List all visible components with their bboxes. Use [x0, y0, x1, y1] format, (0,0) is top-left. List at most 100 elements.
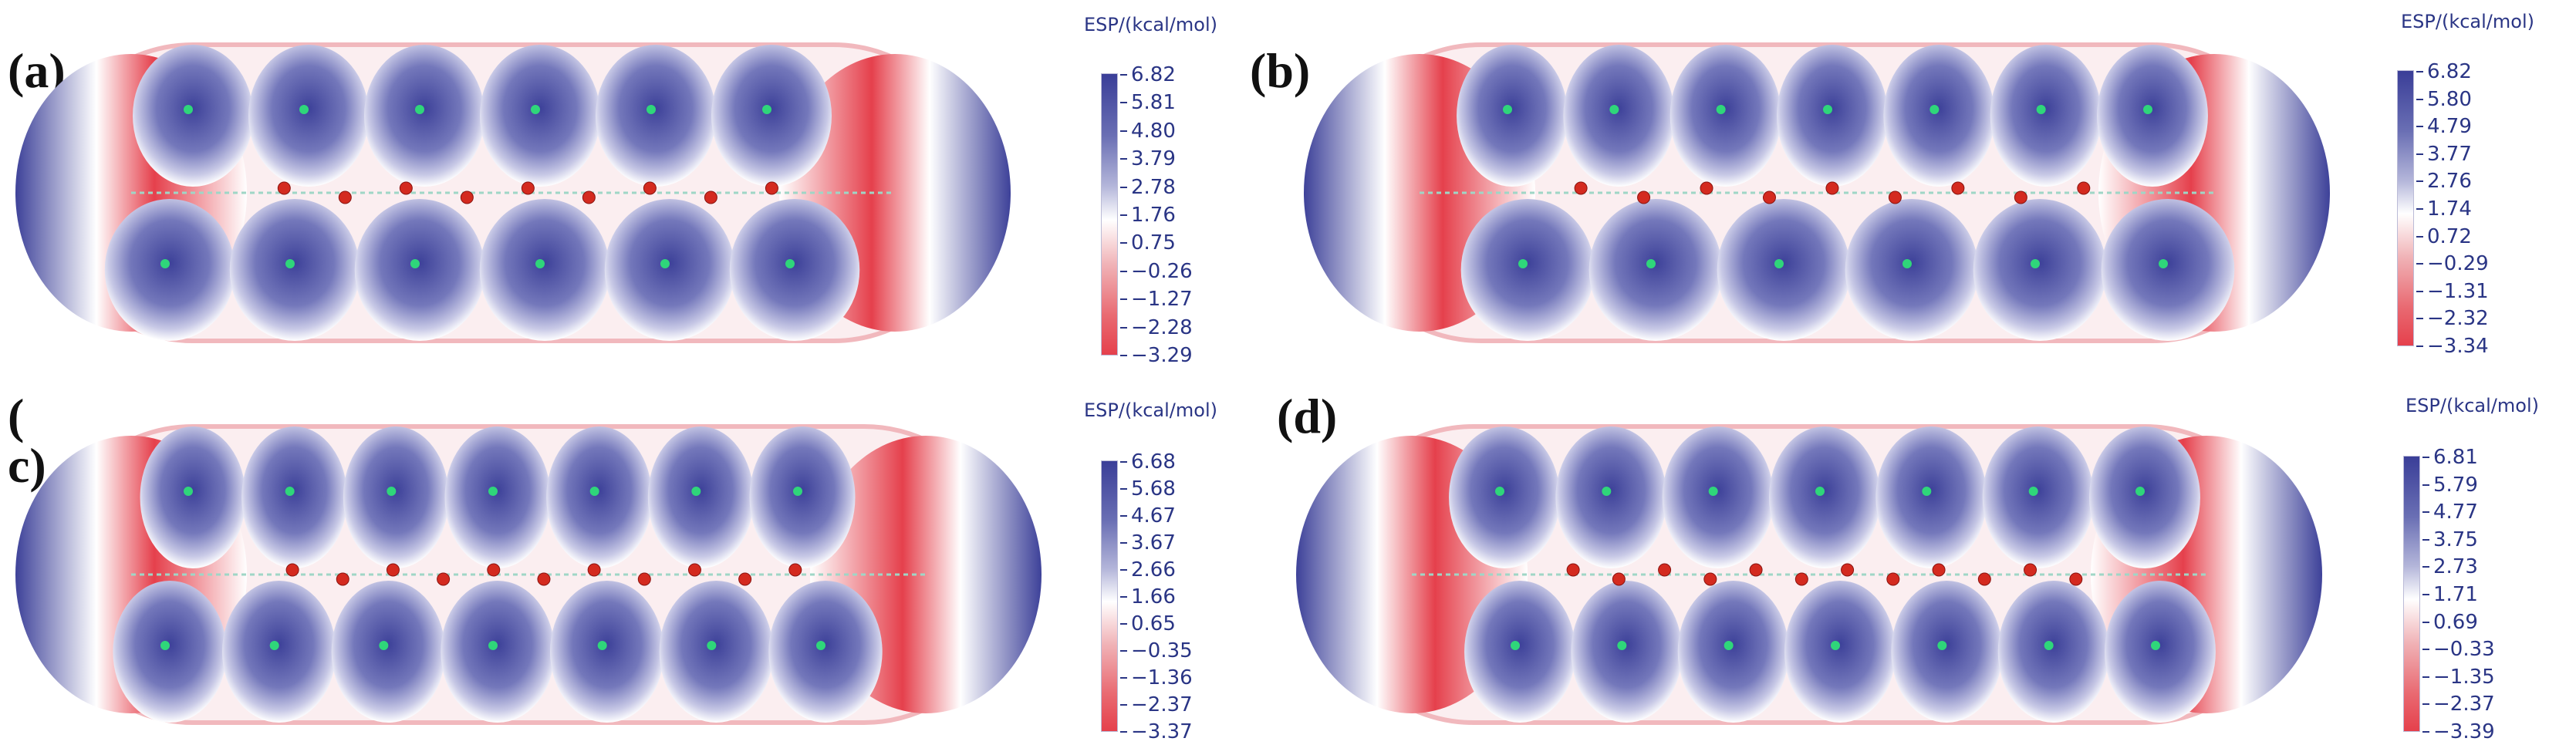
atom-marker [1646, 259, 1656, 268]
surface-bead [1464, 581, 1575, 723]
surface-bead [331, 581, 445, 723]
oxygen-atom [285, 563, 299, 577]
colorbar-ticks-a: 6.82 5.81 4.80 3.79 2.78 1.76 0.75 −0.26 −1.27 −2… [1120, 65, 1193, 367]
surface-bead [1555, 426, 1667, 568]
colorbar-tick: 5.80 [2416, 89, 2489, 110]
surface-bead [647, 426, 754, 568]
surface-bead [1769, 426, 1880, 568]
surface-bead [659, 581, 773, 723]
surface-bead [749, 426, 856, 568]
surface-bead [1457, 45, 1568, 187]
oxygen-atom [1794, 572, 1808, 586]
oxygen-atom [1658, 563, 1672, 577]
oxygen-atom [687, 563, 701, 577]
atom-marker [762, 105, 771, 114]
oxygen-atom [1951, 181, 1965, 195]
colorbar-tick: 5.68 [1120, 479, 1193, 499]
surface-bead [1891, 581, 2003, 723]
surface-bead [1460, 199, 1595, 341]
surface-bead [343, 426, 449, 568]
oxygen-atom [788, 563, 802, 577]
colorbar-ticks-b: 6.82 5.80 4.79 3.77 2.76 1.74 0.72 −0.29 −1.31 −2… [2416, 62, 2489, 356]
atom-marker [2143, 105, 2152, 114]
colorbar-tick: −0.29 [2416, 252, 2489, 276]
oxygen-atom [460, 190, 474, 204]
surface-bead [480, 45, 600, 187]
atom-marker [793, 487, 802, 496]
esp-surface-c [15, 424, 1042, 725]
oxygen-atom [399, 181, 413, 195]
oxygen-atom [1612, 572, 1626, 586]
colorbar-tick: 2.76 [2416, 171, 2489, 191]
surface-bead [729, 199, 860, 341]
atom-marker [2159, 259, 2168, 268]
atom-marker [1617, 641, 1627, 650]
colorbar-tick: −0.33 [2422, 638, 2495, 662]
surface-bead [1571, 581, 1683, 723]
colorbar-tick: 0.75 [1120, 233, 1193, 253]
colorbar-tick: 1.74 [2416, 199, 2489, 219]
surface-bead [1717, 199, 1851, 341]
atom-marker [1518, 259, 1528, 268]
colorbar-tick: 0.72 [2416, 227, 2489, 247]
atom-marker [691, 487, 701, 496]
surface-bead [1662, 426, 1774, 568]
surface-bead [1677, 581, 1789, 723]
surface-bead [2105, 581, 2216, 723]
esp-surface-d [1296, 424, 2322, 725]
colorbar-tick: −3.29 [1120, 343, 1193, 367]
oxygen-atom [277, 181, 291, 195]
oxygen-atom [587, 563, 601, 577]
colorbar-tick: 1.66 [1120, 587, 1193, 607]
atom-marker [379, 641, 389, 650]
oxygen-atom [2069, 572, 2083, 586]
surface-bead [113, 581, 227, 723]
colorbar-tick: 4.80 [1120, 121, 1193, 141]
esp-surface-b [1304, 42, 2330, 343]
oxygen-atom [1700, 181, 1713, 195]
surface-bead [1588, 199, 1723, 341]
oxygen-atom [1749, 563, 1763, 577]
atom-marker [1937, 641, 1947, 650]
atom-marker [2036, 105, 2046, 114]
colorbar-tick: 6.81 [2422, 447, 2495, 467]
atom-marker [1922, 487, 1932, 496]
oxygen-atom [2024, 563, 2038, 577]
surface-bead [1845, 199, 1979, 341]
surface-bead [1670, 45, 1781, 187]
colorbar-a [1102, 74, 1117, 355]
surface-bead [550, 581, 664, 723]
colorbar-tick: 5.79 [2422, 475, 2495, 495]
surface-bead [1563, 45, 1675, 187]
oxygen-atom [386, 563, 400, 577]
oxygen-atom [336, 572, 349, 586]
colorbar-tick: −2.37 [2422, 693, 2495, 716]
atom-marker [2028, 487, 2038, 496]
colorbar-tick: 5.81 [1120, 93, 1193, 113]
atom-marker [1716, 105, 1726, 114]
oxygen-atom [437, 572, 451, 586]
atom-marker [647, 105, 656, 114]
surface-bead [133, 45, 253, 187]
surface-bead [354, 199, 485, 341]
legend-title-a: ESP/(kcal/mol) [1084, 14, 1217, 35]
colorbar-tick: −1.27 [1120, 288, 1193, 312]
surface-bead [241, 426, 348, 568]
surface-bead [2097, 45, 2208, 187]
atom-marker [1503, 105, 1512, 114]
atom-marker [531, 105, 540, 114]
colorbar-ticks-d: 6.81 5.79 4.77 3.75 2.73 1.71 0.69 −0.33 −1.35 −2… [2422, 447, 2495, 742]
colorbar-tick: 1.76 [1120, 205, 1193, 225]
oxygen-atom [738, 572, 752, 586]
atom-marker [299, 105, 309, 114]
colorbar-tick: 0.69 [2422, 612, 2495, 632]
colorbar-tick: −1.31 [2416, 279, 2489, 303]
oxygen-atom [2014, 190, 2027, 204]
oxygen-atom [765, 181, 778, 195]
colorbar-tick: 6.68 [1120, 452, 1193, 472]
atom-marker [1511, 641, 1520, 650]
atom-marker [785, 259, 795, 268]
oxygen-atom [1888, 190, 1902, 204]
atom-marker [1815, 487, 1825, 496]
oxygen-atom [537, 572, 551, 586]
